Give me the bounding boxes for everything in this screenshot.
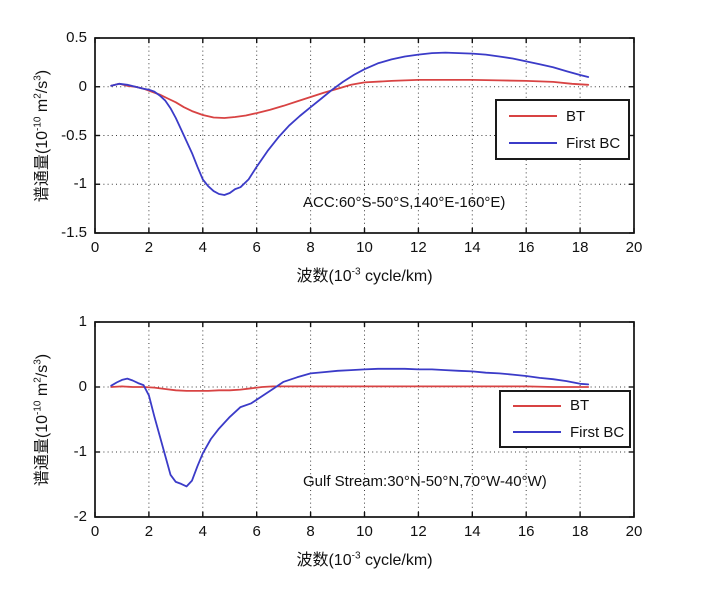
legend-label-first-bc: First BC (566, 134, 621, 152)
x-tick-label: 0 (90, 239, 100, 256)
series-line-first-bc (110, 367, 590, 488)
legend-entry-bt: BT (509, 106, 628, 126)
x-tick-label: 4 (198, 523, 207, 540)
legend-label-first-bc: First BC (570, 423, 625, 441)
legend-line-sample-first-bc (513, 431, 561, 434)
region-annotation: ACC:60°S-50°S,140°E-160°E) (303, 194, 506, 211)
axes-box (94, 321, 635, 518)
x-tick-label: 12 (410, 523, 427, 540)
legend-line-sample-first-bc (509, 142, 557, 144)
y-axis-label: 谱通量(10-10 m2/s3) (32, 353, 51, 486)
legend: BT First BC (499, 390, 631, 448)
x-tick-label: 14 (463, 239, 481, 256)
x-tick-label: 10 (356, 239, 373, 256)
legend-label-bt: BT (570, 397, 590, 415)
y-tick-label: 0.5 (66, 29, 87, 46)
x-tick-label: 16 (517, 523, 535, 540)
y-tick-label: 1 (78, 313, 87, 330)
x-axis-label: 波数(10-3 cycle/km) (296, 550, 433, 569)
y-tick-label: -1.5 (61, 224, 87, 241)
x-tick-label: 20 (625, 523, 643, 540)
x-tick-label: 20 (625, 239, 643, 256)
x-tick-label: 8 (306, 523, 315, 540)
x-tick-label: 2 (144, 239, 154, 256)
legend-line-sample-bt (513, 404, 561, 407)
legend: BT First BC (495, 99, 630, 160)
series-line-bt (110, 385, 590, 392)
x-tick-label: 2 (144, 523, 154, 540)
x-tick-label: 6 (252, 239, 261, 256)
y-tick-label: 0 (78, 77, 87, 95)
legend-entry-first-bc: First BC (513, 423, 629, 443)
y-tick-label: -0.5 (61, 126, 87, 144)
y-tick-label: -2 (73, 508, 87, 525)
x-tick-label: 16 (517, 239, 535, 256)
x-tick-label: 18 (571, 239, 589, 256)
y-tick-label: 0 (78, 378, 87, 395)
x-tick-label: 8 (306, 239, 315, 256)
legend-label-bt: BT (566, 107, 586, 125)
x-tick-label: 4 (198, 239, 207, 256)
y-tick-label: -1 (73, 175, 87, 193)
x-tick-label: 12 (410, 239, 427, 256)
x-tick-label: 10 (356, 523, 373, 540)
x-tick-label: 14 (463, 523, 481, 540)
legend-entry-first-bc: First BC (509, 133, 628, 153)
legend-line-sample-bt (509, 115, 557, 117)
x-tick-label: 6 (252, 523, 261, 540)
axes-box (94, 37, 635, 234)
x-axis-label: 波数(10-3 cycle/km) (296, 266, 433, 285)
series-line-first-bc (110, 51, 590, 196)
legend-entry-bt: BT (513, 396, 629, 416)
region-annotation: Gulf Stream:30°N-50°N,70°W-40°W) (303, 473, 547, 490)
x-tick-label: 18 (571, 523, 589, 540)
x-tick-label: 0 (90, 523, 100, 540)
y-tick-label: -1 (73, 443, 87, 460)
